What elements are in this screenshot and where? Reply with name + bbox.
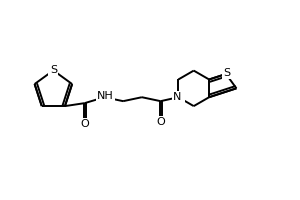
Text: O: O [80, 119, 89, 129]
Text: S: S [224, 68, 230, 78]
Text: N: N [175, 92, 184, 102]
Text: NH: NH [97, 91, 114, 101]
Text: N: N [173, 92, 182, 102]
Text: S: S [50, 65, 57, 75]
Text: O: O [156, 117, 165, 127]
